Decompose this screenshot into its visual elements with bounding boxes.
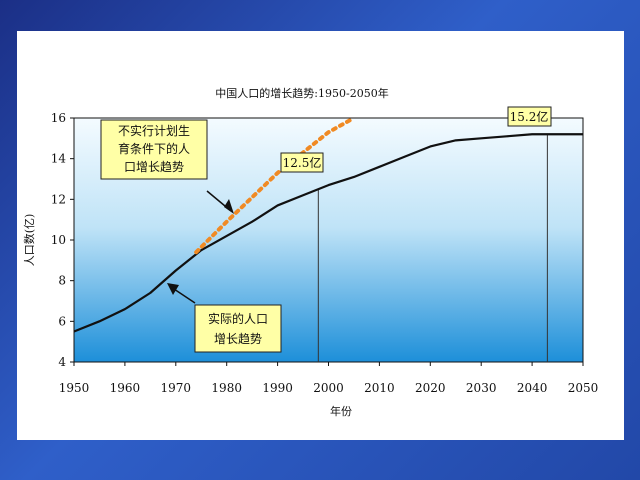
x-tick-label-4: 1990 — [262, 381, 293, 395]
annotation-actual-box — [194, 304, 282, 353]
x-tick-label-10: 2050 — [568, 381, 599, 395]
x-tick-label-6: 2010 — [364, 381, 395, 395]
annotation-no-plan-arrow-head — [224, 199, 234, 214]
series-lines — [73, 116, 583, 333]
annotation-12-5-box — [280, 152, 324, 173]
annotation-actual-arrow-head — [167, 283, 179, 295]
annotation-15-2-label: 15.2亿 — [510, 109, 549, 124]
x-tick-label-1: 1960 — [110, 381, 141, 395]
annotation-no-plan-line-1: 不实行计划生 — [118, 123, 190, 138]
x-tick-label-0: 1950 — [59, 381, 90, 395]
slide: 中国人口的增长趋势:1950-2050年 4 6 8 10 12 14 16 1950 196… — [17, 31, 624, 440]
annotation-12-5-label: 12.5亿 — [283, 155, 322, 170]
y-tick-label-1: 6 — [58, 314, 66, 328]
annotation-no-plan-line-3: 口增长趋势 — [124, 160, 184, 174]
y-axis: 4 6 8 10 12 14 16 — [51, 111, 74, 369]
annotation-actual-line-1: 实际的人口 — [208, 311, 268, 326]
x-tick-label-8: 2030 — [466, 381, 497, 395]
annotations: 不实行计划生 育条件下的人 口增长趋势 实际的人口 增长趋势 12.5亿 15.… — [100, 106, 552, 353]
y-tick-label-5: 14 — [51, 152, 67, 166]
y-tick-label-0: 4 — [58, 355, 66, 369]
x-tick-label-5: 2000 — [313, 381, 344, 395]
x-tick-label-3: 1980 — [211, 381, 242, 395]
annotation-actual-line-2: 增长趋势 — [214, 332, 262, 346]
reference-lines — [317, 134, 548, 362]
annotation-no-plan-line-2: 育条件下的人 — [118, 141, 190, 156]
annotation-no-plan-box — [100, 119, 208, 180]
population-chart: 中国人口的增长趋势:1950-2050年 4 6 8 10 12 14 16 1950 196… — [23, 86, 599, 418]
x-tick-label-2: 1970 — [161, 381, 192, 395]
y-tick-label-2: 8 — [58, 274, 66, 288]
y-axis-label: 人口数(亿) — [23, 214, 36, 267]
y-tick-label-4: 12 — [51, 192, 66, 206]
x-tick-label-9: 2040 — [517, 381, 548, 395]
series-line-0 — [73, 133, 583, 333]
x-tick-label-7: 2020 — [415, 381, 446, 395]
y-tick-label-3: 10 — [51, 233, 66, 247]
annotation-actual-arrow-line — [173, 288, 196, 304]
x-axis: 1950 1960 1970 1980 1990 2000 2010 2020 2030 2040… — [59, 362, 599, 395]
annotation-15-2-box — [507, 106, 552, 127]
series-line-1 — [194, 116, 356, 255]
chart-title: 中国人口的增长趋势:1950-2050年 — [215, 86, 388, 100]
y-tick-label-6: 16 — [51, 111, 66, 125]
x-axis-label: 年份 — [330, 404, 352, 418]
